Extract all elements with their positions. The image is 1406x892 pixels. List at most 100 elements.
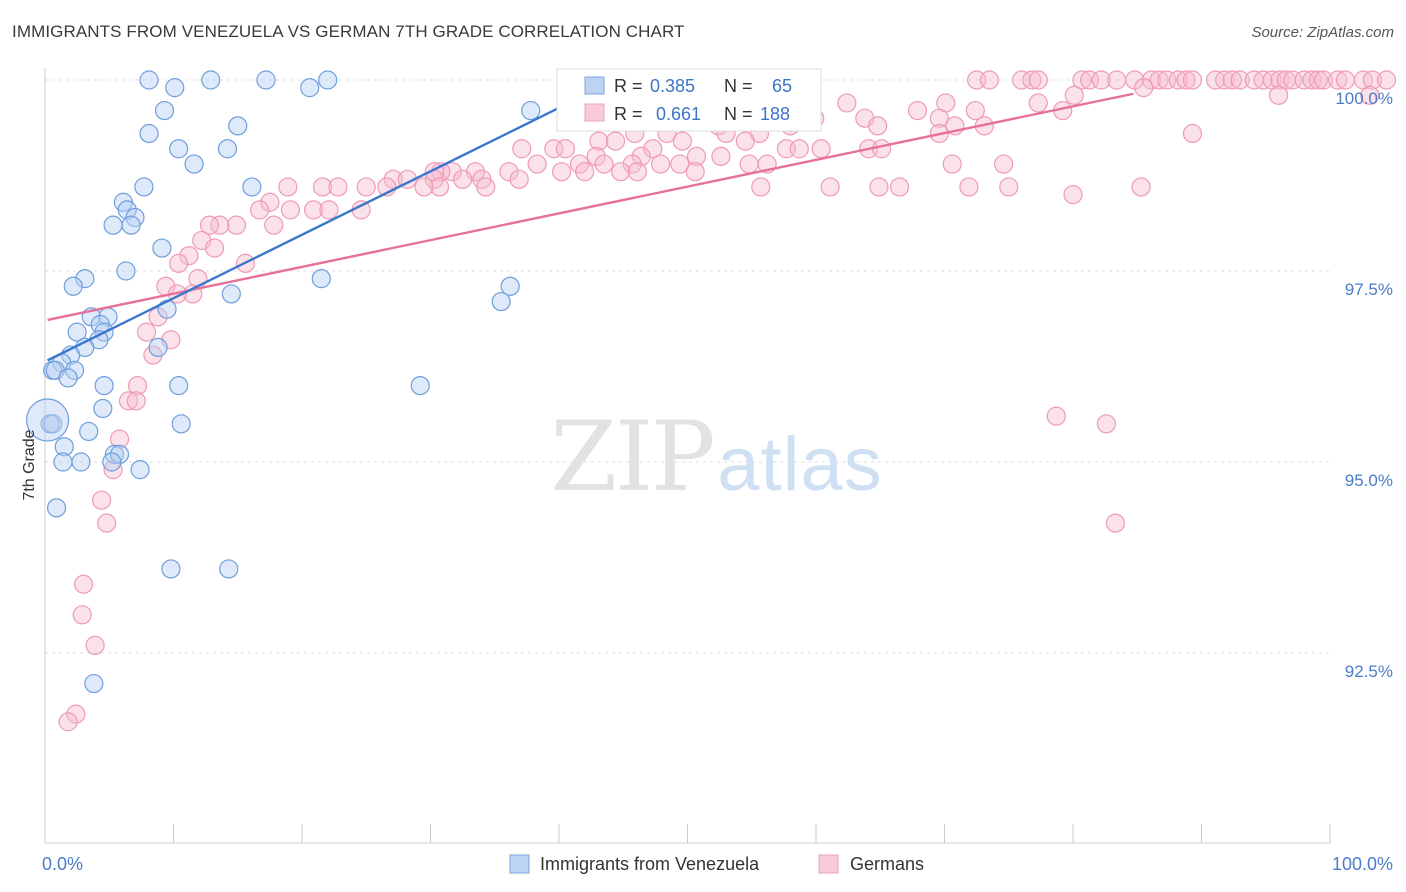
germans-point-159 [179, 246, 199, 266]
germans-point-180 [66, 704, 86, 724]
venezuela-point-60 [219, 559, 239, 579]
legend-swatch-germans [818, 854, 839, 874]
venezuela-point-24 [311, 269, 331, 289]
germans-point-77 [929, 108, 949, 128]
germans-point-173 [109, 429, 130, 449]
germans-point-142 [869, 177, 889, 197]
venezuela-point-7 [521, 100, 541, 121]
germans-point-146 [1131, 177, 1151, 197]
y-tick-label-1: 95.0% [1345, 471, 1393, 490]
germans-point-150 [249, 200, 270, 220]
venezuela-point-56 [71, 452, 91, 472]
germans-point-124 [627, 162, 647, 182]
venezuela-point-25 [500, 276, 520, 296]
venezuela-point-43 [169, 376, 189, 396]
venezuela-point-36 [148, 337, 168, 357]
germans-point-151 [319, 200, 339, 220]
venezuela-point-39 [64, 360, 85, 380]
germans-point-125 [685, 162, 705, 182]
germans-point-66 [1360, 85, 1380, 105]
germans-point-28 [1308, 70, 1329, 90]
venezuela-point-53 [109, 444, 130, 464]
venezuela-point-21 [116, 261, 136, 281]
germans-point-18 [1222, 70, 1242, 90]
germans-point-17 [1215, 70, 1235, 90]
germans-point-25 [1283, 70, 1303, 90]
stats-r-label-2: R = [614, 104, 643, 124]
watermark-zip: ZIP [550, 401, 713, 513]
germans-point-14 [1176, 70, 1196, 90]
venezuela-point-12 [184, 154, 204, 174]
germans-point-147 [260, 192, 280, 212]
y-tick-label-0: 92.5% [1345, 662, 1393, 681]
germans-point-183 [1096, 414, 1117, 434]
germans-point-93 [544, 139, 564, 159]
venezuela-point-27 [491, 291, 511, 312]
germans-point-7 [1091, 70, 1111, 90]
germans-point-170 [127, 376, 148, 396]
germans-point-80 [868, 116, 888, 136]
germans-point-115 [527, 154, 547, 174]
germans-point-95 [512, 139, 532, 159]
venezuela-point-5 [300, 78, 320, 98]
germans-point-181 [58, 712, 78, 732]
germans-point-12 [1157, 70, 1177, 90]
germans-point-30 [1328, 70, 1348, 90]
germans-point-109 [670, 154, 690, 174]
germans-point-11 [1149, 70, 1169, 90]
y-axis-label: 7th Grade [21, 429, 38, 500]
bottom-legend: Immigrants from Venezuela Germans [509, 854, 924, 874]
germans-trendline [47, 92, 1134, 322]
germans-point-171 [118, 391, 139, 411]
stats-n-value-2: 188 [760, 104, 790, 124]
germans-point-117 [499, 162, 519, 182]
venezuela-point-47 [171, 414, 191, 434]
germans-point-19 [1230, 70, 1250, 90]
germans-point-99 [871, 139, 892, 159]
germans-point-184 [1105, 513, 1126, 533]
stats-swatch-germans [584, 103, 605, 122]
y-tick-label-2: 97.5% [1345, 280, 1393, 299]
germans-point-126 [383, 169, 403, 189]
venezuela-point-19 [121, 215, 141, 235]
legend-label-venezuela: Immigrants from Venezuela [540, 854, 760, 874]
germans-point-107 [594, 154, 614, 174]
stats-swatch-venezuela [584, 76, 605, 95]
stats-n-label-2: N = [724, 104, 753, 124]
germans-point-133 [429, 177, 450, 197]
venezuela-point-large [25, 398, 70, 442]
germans-point-91 [735, 131, 755, 151]
germans-point-3 [1022, 70, 1042, 90]
germans-point-102 [711, 146, 731, 166]
germans-point-94 [555, 139, 576, 159]
germans-point-100 [811, 139, 831, 159]
germans-point-27 [1302, 70, 1322, 90]
germans-point-97 [789, 139, 809, 159]
stats-r-value-1: 0.385 [650, 76, 695, 96]
germans-point-10 [1141, 70, 1161, 90]
stats-legend: R = 0.385 N = 65 R = 0.661 N = 188 [556, 68, 822, 132]
germans-point-34 [1376, 70, 1397, 90]
venezuela-point-42 [58, 368, 78, 388]
germans-point-90 [672, 131, 692, 151]
venezuela-point-61 [84, 673, 104, 694]
germans-point-144 [959, 177, 979, 197]
venezuela-point-55 [53, 452, 73, 472]
venezuela-point-58 [46, 498, 67, 518]
germans-point-179 [85, 635, 105, 655]
germans-point-64 [1064, 85, 1084, 105]
germans-point-108 [650, 154, 671, 174]
germans-point-5 [1072, 70, 1092, 90]
venezuela-point-10 [169, 139, 189, 159]
germans-point-69 [1028, 93, 1048, 113]
germans-point-6 [1080, 70, 1100, 90]
venezuela-point-6 [154, 100, 175, 121]
germans-point-89 [589, 131, 609, 151]
venezuela-points [25, 70, 541, 694]
germans-point-155 [199, 215, 220, 235]
germans-point-113 [942, 154, 962, 174]
germans-point-149 [303, 200, 324, 220]
axes [44, 68, 1331, 844]
venezuela-point-22 [75, 269, 95, 289]
germans-point-101 [643, 139, 663, 159]
